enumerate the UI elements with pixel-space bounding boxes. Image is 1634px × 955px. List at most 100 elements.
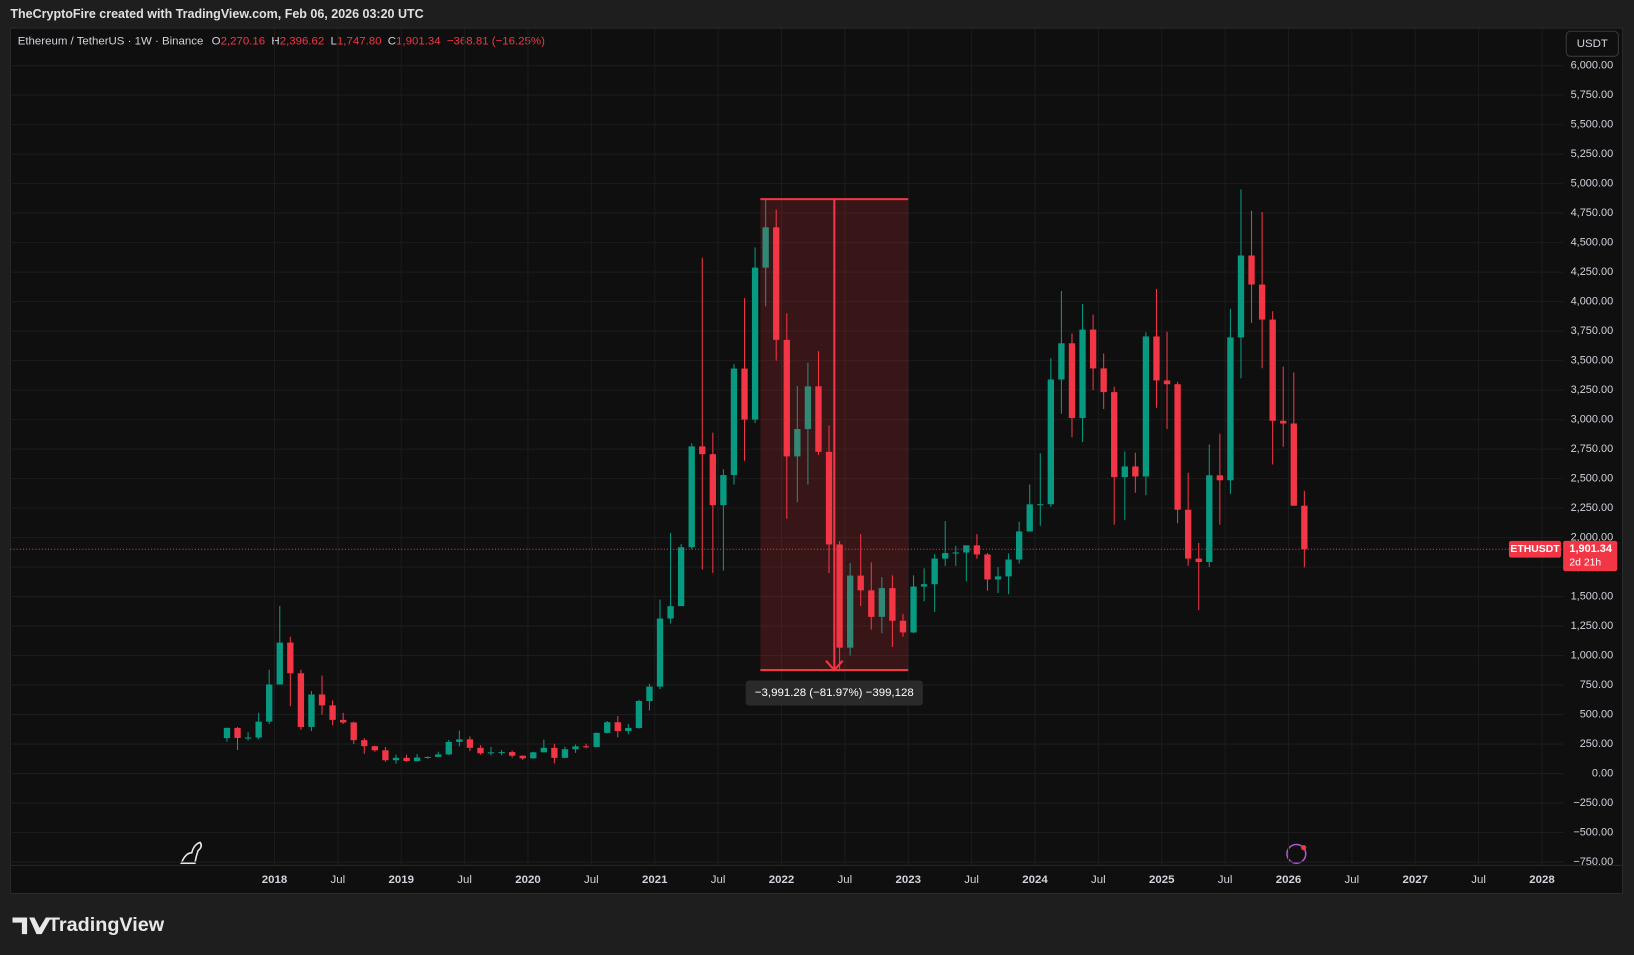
candle-body bbox=[371, 746, 379, 751]
candle-body bbox=[730, 368, 738, 476]
x-tick-label: Jul bbox=[1091, 874, 1106, 886]
candle-body bbox=[1163, 380, 1171, 385]
candle-body bbox=[1142, 336, 1150, 477]
alert-dot bbox=[1301, 845, 1307, 851]
candle-body bbox=[234, 727, 241, 738]
candle-body bbox=[984, 554, 991, 580]
candle-body bbox=[1089, 329, 1097, 369]
candle-body bbox=[688, 446, 695, 548]
candle-body bbox=[561, 749, 569, 758]
plot bbox=[10, 28, 1564, 866]
measure-label: −3,991.28 (−81.97%) −399,128 bbox=[755, 687, 914, 699]
candle-body bbox=[308, 694, 315, 727]
measure-arrowhead bbox=[825, 659, 844, 672]
candle-body bbox=[445, 741, 452, 755]
candle-body bbox=[1269, 319, 1276, 421]
candle-body bbox=[1121, 466, 1128, 478]
ohlc-value: 1,901.34 bbox=[396, 36, 441, 48]
symbol: Ethereum / TetherUS · 1W · Binance bbox=[18, 36, 204, 48]
x-tick-label: 2020 bbox=[515, 874, 540, 886]
candle-body bbox=[973, 545, 981, 555]
y-tick-label: 2,250.00 bbox=[1571, 502, 1614, 514]
candle-body bbox=[1111, 392, 1118, 478]
y-tick-label: 1,250.00 bbox=[1571, 620, 1614, 632]
candle-body bbox=[530, 752, 537, 759]
x-tick-label: 2022 bbox=[769, 874, 794, 886]
x-tick-label: Jul bbox=[457, 874, 472, 886]
x-tick-label: 2025 bbox=[1149, 874, 1175, 886]
symbol-header: Ethereum / TetherUS · 1W · Binance O2,270… bbox=[18, 36, 545, 48]
y-tick-label: −250.00 bbox=[1573, 797, 1613, 809]
candle-body bbox=[361, 740, 368, 747]
candle-body bbox=[868, 590, 875, 617]
candle-body bbox=[244, 737, 252, 739]
candle-body bbox=[572, 746, 579, 750]
candle-body bbox=[540, 747, 548, 753]
candle-body bbox=[815, 386, 822, 452]
candle-body bbox=[878, 588, 886, 617]
candle-body bbox=[413, 757, 421, 762]
candle-body bbox=[1132, 466, 1139, 477]
candle-body bbox=[942, 553, 949, 559]
candle-body bbox=[456, 739, 463, 742]
y-tick-label: 250.00 bbox=[1580, 738, 1613, 750]
ohlc-key: C bbox=[388, 36, 396, 48]
y-tick-label: 2,500.00 bbox=[1571, 472, 1614, 484]
candle-body bbox=[1258, 284, 1266, 320]
candle-body bbox=[677, 547, 685, 607]
candle-body bbox=[593, 732, 600, 748]
currency-button[interactable] bbox=[1565, 30, 1619, 57]
x-tick-label: 2024 bbox=[1022, 874, 1048, 886]
candle-body bbox=[931, 558, 938, 585]
candle-body bbox=[804, 386, 812, 430]
candle-body bbox=[582, 746, 590, 748]
brand-icon bbox=[12, 917, 52, 935]
candle-body bbox=[604, 722, 611, 733]
candle-body bbox=[709, 454, 717, 506]
brand-logo bbox=[12, 917, 52, 935]
y-tick-label: 1,500.00 bbox=[1571, 590, 1614, 602]
candle-body bbox=[1079, 329, 1086, 418]
symbol-line: Ethereum / TetherUS · 1W · Binance O2,270… bbox=[18, 36, 545, 48]
candle-body bbox=[720, 475, 727, 506]
x-tick-label: 2028 bbox=[1529, 874, 1555, 886]
x-tick-label: 2018 bbox=[262, 874, 288, 886]
candle-body bbox=[435, 754, 442, 757]
candle-body bbox=[1227, 337, 1234, 481]
candle-body bbox=[994, 576, 1002, 580]
candle-body bbox=[846, 575, 854, 648]
candle-body bbox=[1005, 559, 1012, 577]
candle-body bbox=[751, 267, 759, 420]
candle-body bbox=[287, 642, 294, 674]
x-tick-label: 2023 bbox=[896, 874, 921, 886]
candle-body bbox=[1047, 379, 1055, 505]
candle-body bbox=[266, 684, 273, 722]
candle-body bbox=[1290, 423, 1297, 506]
candle-body bbox=[920, 584, 928, 587]
logo-icon bbox=[180, 841, 203, 865]
candle-body bbox=[1037, 504, 1044, 506]
candle-body bbox=[403, 757, 410, 762]
x-tick-label: 2019 bbox=[389, 874, 414, 886]
candle-body bbox=[487, 752, 495, 754]
candle-body bbox=[276, 642, 283, 685]
alert-icon[interactable] bbox=[1286, 843, 1307, 865]
candle-body bbox=[625, 728, 632, 732]
candle-body bbox=[1216, 475, 1224, 481]
x-tick-label: 2021 bbox=[642, 874, 668, 886]
candle-body bbox=[794, 429, 801, 457]
candle-body bbox=[614, 722, 621, 732]
currency-label[interactable]: USDT bbox=[1577, 38, 1608, 50]
candle-body bbox=[1153, 336, 1160, 381]
candle-body bbox=[836, 544, 843, 648]
candle-body bbox=[508, 752, 516, 756]
x-tick-label: Jul bbox=[964, 874, 979, 886]
y-tick-label: −500.00 bbox=[1573, 826, 1613, 838]
candle-body bbox=[350, 722, 357, 741]
candle-body bbox=[466, 739, 474, 748]
candle-body bbox=[498, 752, 505, 754]
x-tick-label: Jul bbox=[1345, 874, 1360, 886]
ohlc-value: 1,747.80 bbox=[337, 36, 382, 48]
x-tick-label: 2027 bbox=[1403, 874, 1428, 886]
